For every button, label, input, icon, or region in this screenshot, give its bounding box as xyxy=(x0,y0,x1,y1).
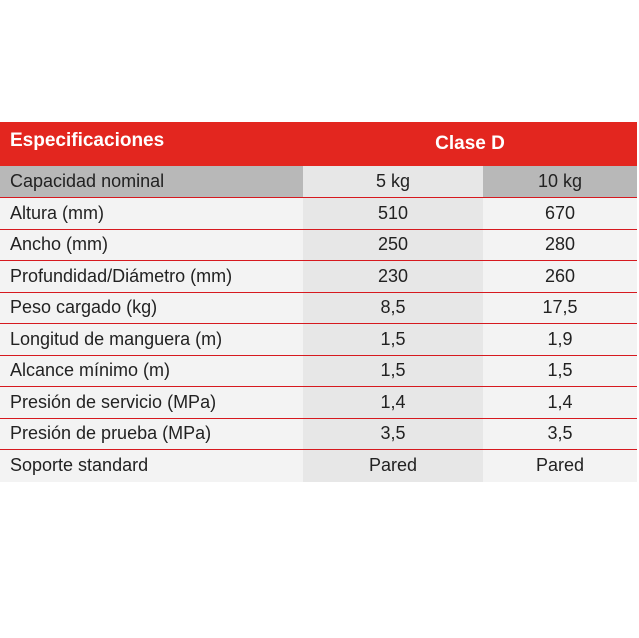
row-value-5kg: 1,4 xyxy=(303,387,483,418)
row-value-10kg: 10 kg xyxy=(483,166,637,197)
table-row: Profundidad/Diámetro (mm) 230 260 xyxy=(0,261,637,293)
row-value-5kg: 5 kg xyxy=(303,166,483,197)
row-label: Peso cargado (kg) xyxy=(0,292,303,323)
row-value-5kg: 230 xyxy=(303,261,483,292)
row-value-10kg: Pared xyxy=(483,450,637,482)
row-value-10kg: 670 xyxy=(483,198,637,229)
table-row: Soporte standard Pared Pared xyxy=(0,450,637,482)
row-label: Capacidad nominal xyxy=(0,166,303,197)
row-label: Presión de servicio (MPa) xyxy=(0,387,303,418)
row-label: Soporte standard xyxy=(0,450,303,482)
row-value-10kg: 1,5 xyxy=(483,355,637,386)
table-row: Peso cargado (kg) 8,5 17,5 xyxy=(0,292,637,324)
table-row: Altura (mm) 510 670 xyxy=(0,198,637,230)
row-value-10kg: 280 xyxy=(483,229,637,260)
table-row: Longitud de manguera (m) 1,5 1,9 xyxy=(0,324,637,356)
row-value-5kg: 250 xyxy=(303,229,483,260)
table-row: Alcance mínimo (m) 1,5 1,5 xyxy=(0,355,637,387)
row-label: Longitud de manguera (m) xyxy=(0,324,303,355)
row-value-10kg: 3,5 xyxy=(483,418,637,449)
table-row: Capacidad nominal 5 kg 10 kg xyxy=(0,166,637,198)
row-label: Ancho (mm) xyxy=(0,229,303,260)
row-value-10kg: 260 xyxy=(483,261,637,292)
row-value-10kg: 1,4 xyxy=(483,387,637,418)
specifications-table: Especificaciones Clase D Capacidad nomin… xyxy=(0,122,637,482)
row-value-5kg: Pared xyxy=(303,450,483,482)
row-label: Profundidad/Diámetro (mm) xyxy=(0,261,303,292)
row-label: Alcance mínimo (m) xyxy=(0,355,303,386)
row-value-5kg: 3,5 xyxy=(303,418,483,449)
row-value-5kg: 510 xyxy=(303,198,483,229)
row-value-5kg: 1,5 xyxy=(303,324,483,355)
table-row: Presión de prueba (MPa) 3,5 3,5 xyxy=(0,418,637,450)
table-row: Ancho (mm) 250 280 xyxy=(0,229,637,261)
row-label: Altura (mm) xyxy=(0,198,303,229)
row-value-10kg: 1,9 xyxy=(483,324,637,355)
header-title: Especificaciones xyxy=(10,130,165,151)
table-row: Presión de servicio (MPa) 1,4 1,4 xyxy=(0,387,637,419)
row-value-5kg: 1,5 xyxy=(303,355,483,386)
row-value-10kg: 17,5 xyxy=(483,292,637,323)
row-label: Presión de prueba (MPa) xyxy=(0,418,303,449)
table-header: Especificaciones Clase D xyxy=(0,122,637,166)
header-class-label: Clase D xyxy=(435,133,505,154)
row-value-5kg: 8,5 xyxy=(303,292,483,323)
